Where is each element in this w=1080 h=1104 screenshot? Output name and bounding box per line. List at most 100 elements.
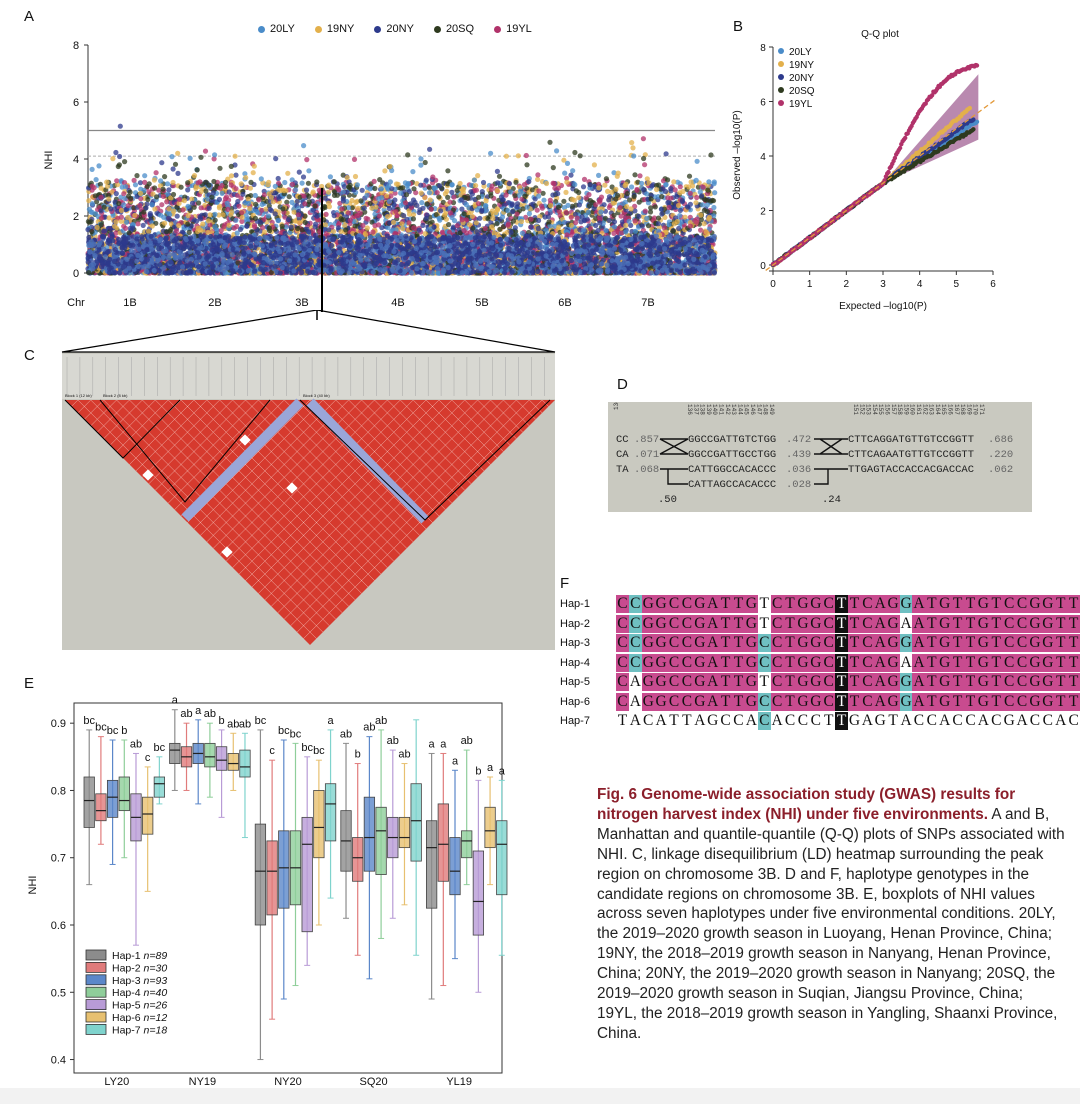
page-footer-bar bbox=[0, 1088, 1080, 1104]
qq-legend-label: 19YL bbox=[789, 99, 813, 110]
significance-letter: ab bbox=[387, 735, 399, 747]
haplotype-seq: GGCCGATTGTCTGG bbox=[688, 434, 776, 446]
significance-letter: bc bbox=[83, 715, 95, 727]
position-header: 170 bbox=[972, 404, 979, 415]
box-iqr bbox=[496, 820, 508, 896]
box-iqr bbox=[106, 779, 119, 818]
ld-block-label: Block 1 (12 kb) bbox=[65, 393, 92, 398]
panel-label-b: B bbox=[733, 18, 744, 35]
legend-swatch bbox=[85, 999, 107, 1011]
x-group-label: NY20 bbox=[274, 1076, 302, 1088]
position-header: 165 bbox=[940, 404, 947, 415]
box-iqr bbox=[118, 776, 130, 812]
box-iqr bbox=[410, 783, 422, 862]
haplotype-freq: .857 bbox=[634, 434, 659, 446]
haplotype-connector bbox=[814, 438, 848, 485]
x-tick-label: 2 bbox=[844, 279, 850, 290]
x-group-label: NY19 bbox=[189, 1076, 217, 1088]
haplotype-name: Hap-7 bbox=[560, 715, 590, 727]
environment-legend: 20LY 19NY 20NY 20SQ 19YL bbox=[258, 23, 532, 35]
panel-label-f: F bbox=[560, 575, 570, 592]
y-tick-label: 4 bbox=[73, 154, 79, 166]
significance-letter: a bbox=[452, 755, 459, 767]
position-header: 156 bbox=[884, 404, 891, 415]
position-header: 136 bbox=[686, 404, 693, 415]
box-iqr bbox=[313, 790, 325, 859]
position-header: 137 bbox=[692, 404, 699, 415]
ld-block-outline bbox=[299, 399, 551, 521]
chr-tick-label: 6B bbox=[558, 297, 571, 309]
haplotype-alignment: Hap-1 C C G G C C G A T T G T C T G G C T T C A G G A T G T T G T C C G G T… bbox=[560, 595, 1080, 735]
significance-letter: b bbox=[475, 765, 481, 777]
position-header: 138 bbox=[699, 404, 706, 415]
box-iqr bbox=[472, 850, 485, 936]
qq-title: Q-Q plot bbox=[861, 29, 899, 40]
position-header: 155 bbox=[877, 404, 884, 415]
box-iqr bbox=[484, 806, 496, 849]
significance-letter: b bbox=[355, 749, 361, 761]
qq-legend-label: 19NY bbox=[789, 60, 814, 71]
haplotype-name: Hap-3 bbox=[560, 637, 590, 649]
significance-letter: ab bbox=[375, 715, 387, 727]
y-axis-title: Observed –log10(P) bbox=[732, 110, 743, 200]
legend-label: Hap-2 n=30 bbox=[112, 962, 167, 974]
box-iqr bbox=[437, 803, 449, 882]
haplotype-block-figure: 136 135 136137138139140141142143144145146… bbox=[613, 402, 1013, 506]
box-iqr bbox=[153, 776, 165, 798]
chr-tick-label: 1B bbox=[123, 297, 136, 309]
position-header: 152 bbox=[858, 404, 865, 415]
legend-label: Hap-5 n=26 bbox=[112, 1000, 167, 1012]
haplotype-seq: TA bbox=[616, 464, 629, 476]
box-iqr bbox=[266, 840, 278, 916]
haplotype-seq: CATTAGCCACACCC bbox=[688, 479, 776, 491]
legend-item-20ny: 20NY bbox=[374, 23, 414, 35]
ld-block-outline bbox=[99, 399, 271, 503]
haplotype-seq: CA bbox=[616, 449, 629, 461]
legend-label: Hap-4 n=40 bbox=[112, 987, 167, 999]
panel-label-a: A bbox=[24, 8, 35, 25]
significance-letter: bc bbox=[278, 725, 290, 737]
y-axis-title: NHI bbox=[27, 876, 39, 895]
significance-letter: a bbox=[440, 738, 447, 750]
y-tick-label: 8 bbox=[73, 40, 79, 52]
box-iqr bbox=[398, 816, 411, 849]
significance-letter: c bbox=[269, 745, 275, 757]
significance-letter: ab bbox=[239, 718, 251, 730]
panel-label-c: C bbox=[24, 347, 35, 364]
haplotype-name: Hap-1 bbox=[560, 598, 590, 610]
significance-letter: ab bbox=[461, 735, 473, 747]
position-header: 145 bbox=[743, 404, 750, 415]
significance-letter: ab bbox=[180, 708, 192, 720]
significance-letter: a bbox=[429, 738, 436, 750]
box-iqr bbox=[375, 806, 387, 875]
panel-label-e: E bbox=[24, 675, 35, 692]
position-header: 160 bbox=[909, 404, 916, 415]
box-iqr bbox=[142, 796, 154, 835]
x-tick-label: 4 bbox=[917, 279, 923, 290]
y-tick-label: 0 bbox=[760, 261, 766, 272]
qq-legend-dot bbox=[778, 87, 784, 93]
position-header: 159 bbox=[902, 404, 909, 415]
legend-label: 19NY bbox=[326, 23, 355, 35]
position-header: 157 bbox=[890, 404, 897, 415]
haplotype-freq: .220 bbox=[988, 449, 1013, 461]
position-header: 139 bbox=[705, 404, 712, 415]
significance-letter: a bbox=[195, 705, 202, 717]
box-iqr bbox=[95, 793, 107, 822]
position-header: 162 bbox=[921, 404, 928, 415]
significance-letter: bc bbox=[290, 728, 302, 740]
haplotype-seq: CC bbox=[616, 434, 629, 446]
position-header: 142 bbox=[724, 404, 731, 415]
haplotype-seq: GGCCGATTGCCTGG bbox=[688, 449, 776, 461]
qq-legend-dot bbox=[778, 74, 784, 80]
legend-item-19ny: 19NY bbox=[314, 23, 355, 35]
y-tick-label: 0.8 bbox=[51, 785, 66, 797]
caption-title: Fig. 6 Genome-wide association study (GW… bbox=[597, 786, 1016, 823]
legend-label: Hap-6 n=12 bbox=[112, 1012, 167, 1024]
haplotype-freq: .686 bbox=[988, 434, 1013, 446]
box-iqr bbox=[169, 742, 181, 764]
y-axis-title: NHI bbox=[43, 151, 55, 170]
